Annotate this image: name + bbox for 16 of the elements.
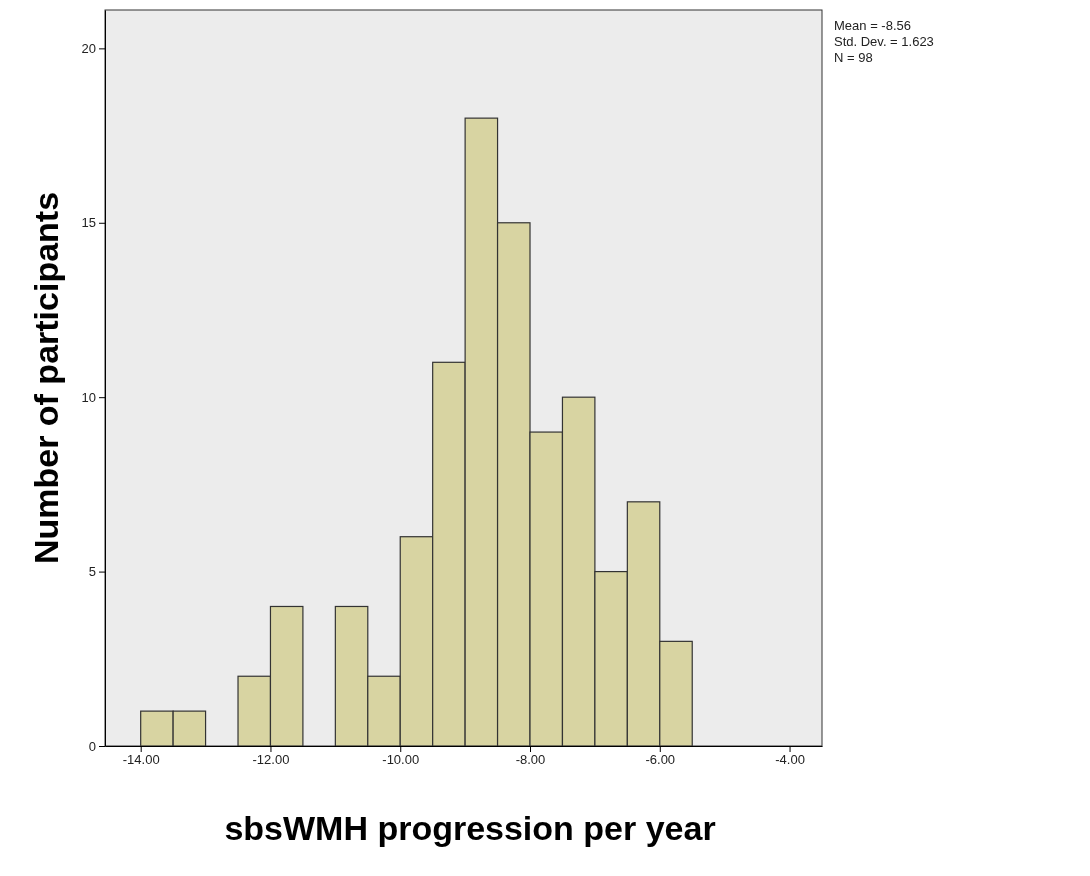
x-tick-label: -4.00 xyxy=(775,752,805,768)
y-tick-label: 15 xyxy=(81,215,96,231)
y-axis-title: Number of participants xyxy=(27,191,65,565)
x-tick-label: -10.00 xyxy=(382,752,420,768)
x-tick-label: -8.00 xyxy=(515,752,546,768)
text: N = 98 xyxy=(834,50,873,65)
x-tick-label: -14.00 xyxy=(122,752,160,768)
text: Mean = -8.56 xyxy=(834,18,911,33)
x-axis-title: sbsWMH progression per year xyxy=(224,809,716,847)
y-tick-label: 20 xyxy=(81,41,96,57)
text: Std. Dev. = 1.623 xyxy=(834,34,934,49)
x-tick-label: -12.00 xyxy=(252,752,290,768)
y-tick-label: 0 xyxy=(88,738,96,754)
y-tick-label: 5 xyxy=(88,564,96,580)
y-tick-label: 10 xyxy=(81,389,96,405)
x-tick-label: -6.00 xyxy=(645,752,676,768)
